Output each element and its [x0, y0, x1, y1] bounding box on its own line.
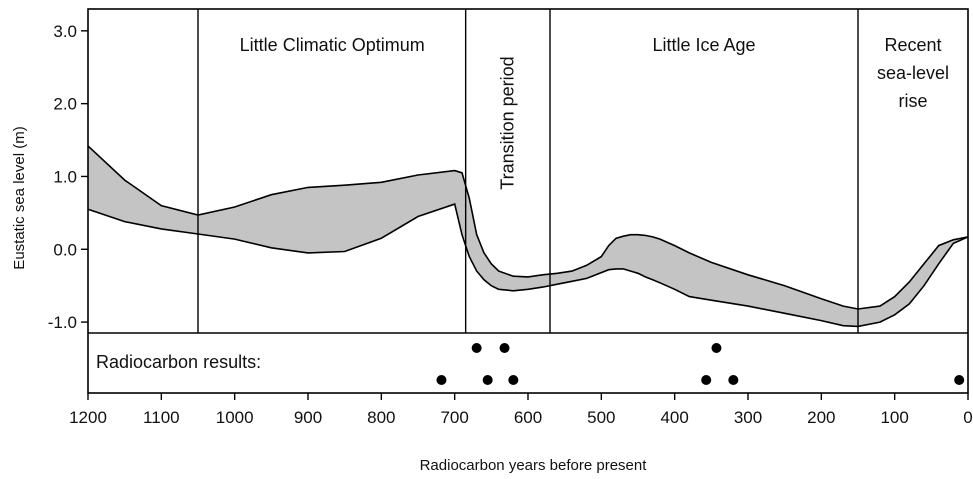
x-tick-label: 300 [734, 408, 762, 427]
radiocarbon-dot [508, 375, 519, 385]
x-tick-label: 100 [880, 408, 908, 427]
radiocarbon-dots [436, 343, 965, 385]
upper-bound-line [87, 145, 969, 310]
radiocarbon-dot [711, 343, 722, 353]
period-label: Little Climatic Optimum [240, 35, 425, 55]
y-tick-label: -1.0 [48, 313, 77, 332]
period-label: Recent [884, 35, 941, 55]
radiocarbon-dot [954, 375, 965, 385]
x-tick-label: 600 [514, 408, 542, 427]
period-label: Little Ice Age [652, 35, 755, 55]
period-dividers [197, 9, 859, 333]
x-tick-label: 500 [587, 408, 615, 427]
radiocarbon-dot [482, 375, 493, 385]
y-axis-label: Eustatic sea level (m) [11, 126, 28, 269]
radiocarbon-dot [701, 375, 712, 385]
sea-level-band-layer [87, 145, 969, 328]
period-label: sea-level [877, 63, 949, 83]
lower-bound-line [87, 203, 969, 328]
y-tick-label: 0.0 [53, 240, 77, 259]
x-tick-label: 900 [294, 408, 322, 427]
x-tick-label: 1100 [143, 408, 180, 427]
y-tick-label: 1.0 [53, 167, 77, 186]
radiocarbon-dot [436, 375, 447, 385]
x-tick-label: 700 [440, 408, 468, 427]
plot-frame [87, 8, 969, 394]
y-tick-label: 3.0 [53, 22, 77, 41]
x-tick-label: 400 [660, 408, 688, 427]
period-label: rise [898, 91, 927, 111]
plot-border [87, 8, 969, 394]
x-axis-label: Radiocarbon years before present [420, 457, 648, 474]
period-labels: Little Climatic Optimum Transition period… [240, 35, 949, 190]
radiocarbon-results-label: Radiocarbon results: [96, 352, 261, 372]
period-label: Transition period [497, 56, 517, 189]
y-tick-label: 2.0 [53, 95, 77, 114]
x-tick-label: 800 [367, 408, 395, 427]
x-axis-ticks: 1200 1100 1000 900 800 700 600 500 400 300 200 100 0 [69, 393, 973, 427]
x-tick-label: 1000 [216, 408, 254, 427]
radiocarbon-dot [499, 343, 510, 353]
radiocarbon-dot [728, 375, 739, 385]
radiocarbon-dot [471, 343, 482, 353]
x-tick-label: 0 [963, 408, 972, 427]
x-tick-label: 1200 [69, 408, 107, 427]
sea-level-band-fill [88, 145, 968, 327]
x-tick-label: 200 [807, 408, 835, 427]
y-axis-ticks: -1.0 0.0 1.0 2.0 3.0 [48, 22, 88, 332]
